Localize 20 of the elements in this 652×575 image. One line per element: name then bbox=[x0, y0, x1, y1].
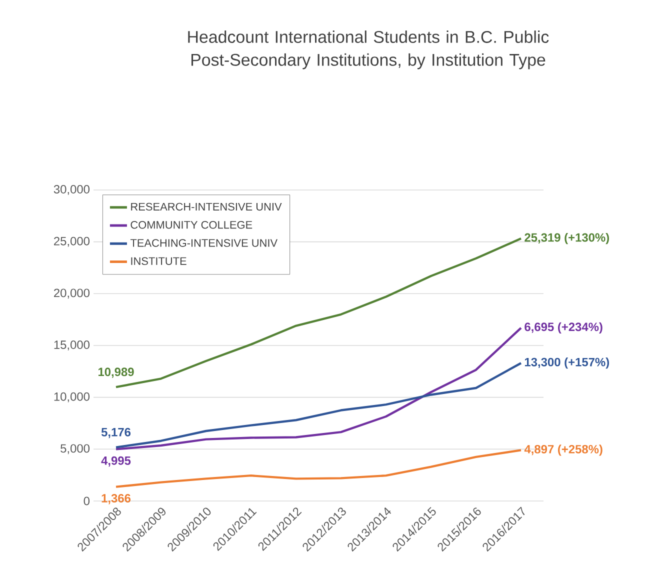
chart-title: Headcount International Students in B.C. Public Post-Secondary Institutions, by Institution Type bbox=[188, 30, 549, 70]
annotation: 25,319 (+130%) bbox=[524, 232, 610, 244]
annotation: 4,897 (+258%) bbox=[524, 444, 602, 456]
y-tick-label: 30,000 bbox=[54, 185, 90, 195]
annotation: 1,366 bbox=[102, 494, 131, 504]
legend-label: INSTITUTE bbox=[131, 257, 186, 265]
annotation: 6,695 (+234%) bbox=[524, 322, 602, 334]
y-tick-label: 20,000 bbox=[54, 288, 90, 299]
legend-label: RESEARCH-INTENSIVE UNIV bbox=[131, 202, 282, 211]
y-tick-label: 10,000 bbox=[54, 392, 90, 402]
y-tick-label: 15,000 bbox=[54, 340, 90, 350]
annotation: 13,300 (+157%) bbox=[524, 358, 610, 369]
y-tick-label: 25,000 bbox=[54, 236, 90, 247]
legend-label: TEACHING-INTENSIVE UNIV bbox=[130, 239, 278, 247]
annotation: 10,989 bbox=[98, 368, 134, 378]
y-tick-label: 5,000 bbox=[60, 444, 90, 454]
annotation: 5,176 bbox=[101, 428, 131, 438]
annotation: 4,995 bbox=[101, 456, 131, 467]
legend-label: COMMUNITY COLLEGE bbox=[130, 220, 252, 229]
y-tick-label: 0 bbox=[84, 496, 90, 506]
